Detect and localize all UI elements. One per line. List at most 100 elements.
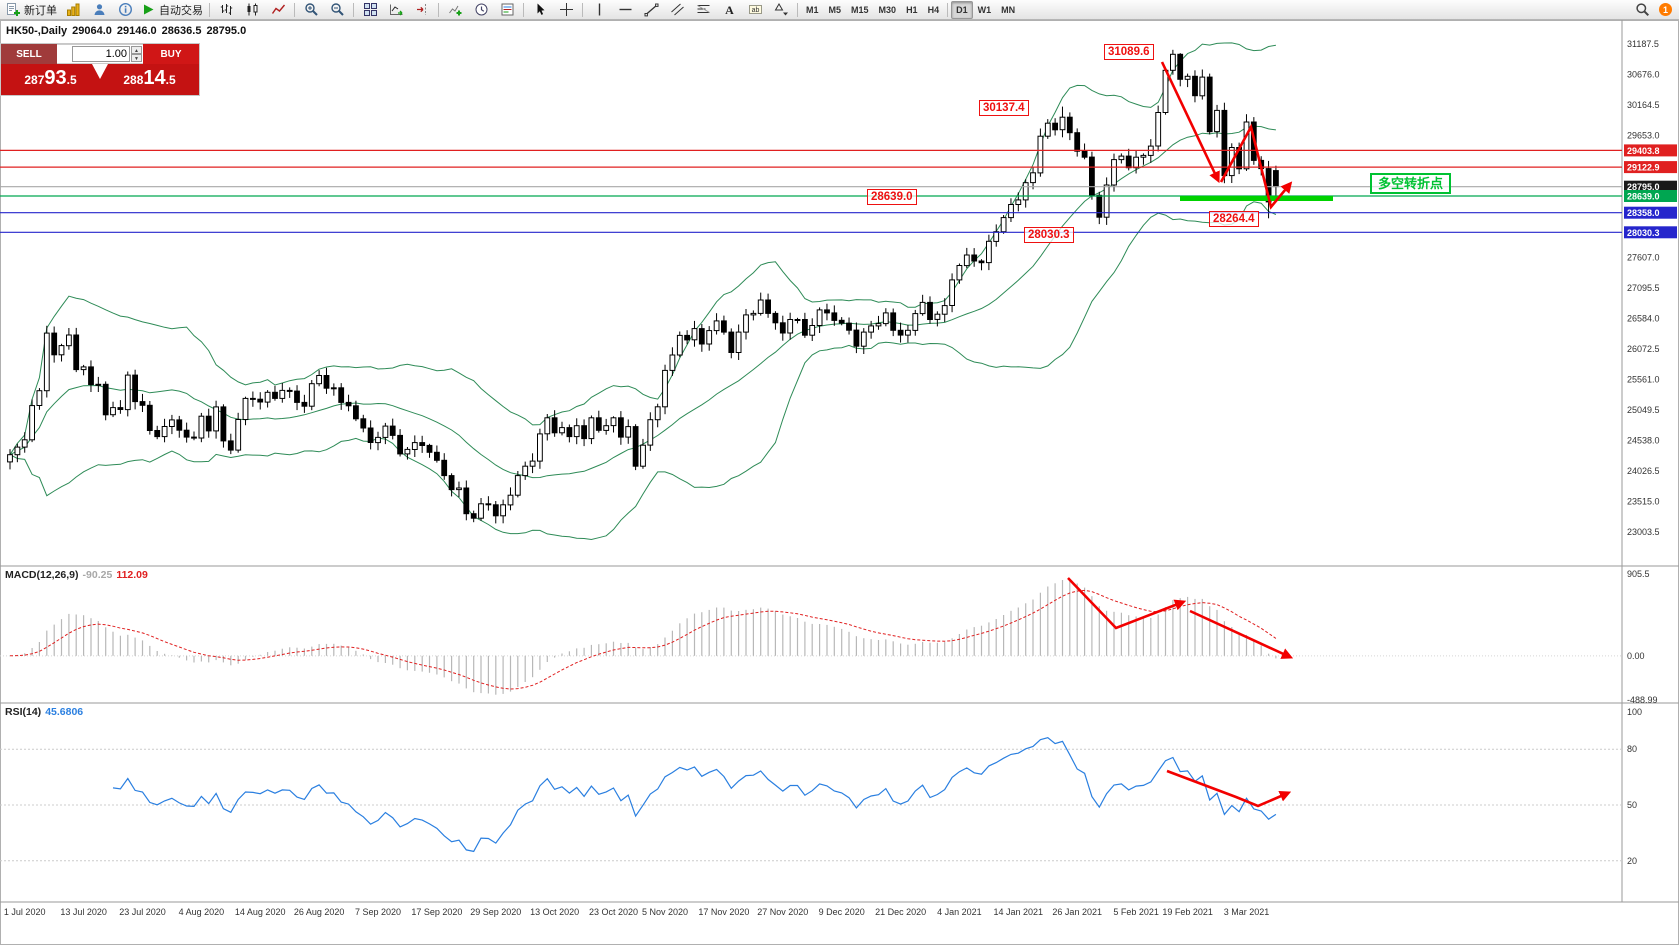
chart-window-frame — [0, 20, 1679, 945]
search-button[interactable] — [1629, 0, 1655, 20]
date-label: 26 Jan 2021 — [1052, 907, 1102, 917]
templates-icon — [500, 2, 515, 17]
fibonacci-button[interactable] — [690, 0, 716, 20]
new-order-icon — [6, 2, 21, 17]
timeframe-m30-button[interactable]: M30 — [878, 4, 897, 15]
bar-chart-icon — [219, 2, 234, 17]
macd-main-value: -90.25 — [82, 569, 113, 581]
timeframe-d1-button[interactable]: D1 — [951, 0, 973, 19]
price-scale-label: 24538.0 — [1627, 436, 1660, 446]
timeframe-m5-button[interactable]: M5 — [828, 4, 842, 15]
zoom-in-button[interactable] — [298, 0, 324, 20]
rsi-scale-label: 100 — [1627, 707, 1642, 717]
toolbar-separator — [947, 2, 949, 17]
price-scale-label: 26072.5 — [1627, 344, 1660, 354]
trendline-button[interactable] — [638, 0, 664, 20]
zoom-out-button[interactable] — [324, 0, 350, 20]
svg-text:29403.8: 29403.8 — [1627, 146, 1660, 156]
date-label: 13 Oct 2020 — [530, 907, 579, 917]
rsi-line — [112, 737, 1277, 853]
timeframe-m15-button[interactable]: M15 — [851, 4, 869, 15]
price-badge — [1624, 180, 1677, 193]
sell-price-big: 93 — [44, 67, 67, 89]
date-label: 26 Aug 2020 — [294, 907, 345, 917]
timeframe-h1-button[interactable]: H1 — [906, 4, 918, 15]
text-button[interactable]: A — [716, 0, 742, 20]
bar-chart-button[interactable] — [213, 0, 239, 20]
buy-price-prefix: 288 — [123, 73, 144, 87]
volume-up-button[interactable]: ▲ — [131, 46, 142, 54]
buy-price[interactable]: 288 14.5 — [100, 64, 199, 95]
date-label: 3 Mar 2021 — [1224, 907, 1270, 917]
shapes-icon — [774, 2, 789, 17]
volume-field: ▲ ▼ — [57, 44, 143, 64]
community-button[interactable] — [112, 0, 138, 20]
timeframe-m1-button[interactable]: M1 — [806, 4, 819, 15]
autotrading-icon — [141, 2, 156, 17]
volume-input[interactable] — [72, 46, 130, 62]
price-scale-label: 30676.0 — [1627, 70, 1660, 80]
trend-arrow — [1067, 577, 1187, 630]
toolbar-separator — [209, 2, 210, 17]
timeframe-mn-button[interactable]: MN — [1001, 4, 1016, 15]
line-chart-icon — [271, 2, 286, 17]
tile-windows-icon — [363, 2, 378, 17]
new-order-button[interactable]: 新订单 — [3, 0, 60, 20]
toolbar-separator — [353, 2, 354, 17]
date-label: 14 Jan 2021 — [994, 907, 1044, 917]
tick-chart-button[interactable] — [60, 0, 86, 20]
macd-indicator-label: MACD(12,26,9) -90.25 112.09 — [5, 569, 148, 581]
sell-price[interactable]: 287 93.5 — [1, 64, 100, 95]
market-watch-button[interactable] — [86, 0, 112, 20]
price-scale-label: 31187.5 — [1627, 39, 1659, 49]
trend-arrow — [1189, 609, 1294, 659]
rsi-scale-label: 20 — [1627, 856, 1637, 866]
candlestick-series[interactable] — [7, 49, 1279, 524]
periods-button[interactable] — [468, 0, 494, 20]
tile-windows-button[interactable] — [357, 0, 383, 20]
cursor-button[interactable] — [527, 0, 553, 20]
symbol-label: HK50-,Daily — [6, 25, 68, 37]
price-annotation-box: 31089.6 — [1104, 44, 1154, 60]
notification-badge[interactable]: 1 — [1659, 3, 1672, 16]
channel-button[interactable] — [664, 0, 690, 20]
crosshair-button[interactable] — [553, 0, 579, 20]
line-chart-button[interactable] — [265, 0, 291, 20]
trend-arrow — [1219, 123, 1293, 210]
candlestick-chart-button[interactable] — [239, 0, 265, 20]
buy-price-tail: .5 — [165, 73, 176, 87]
horizontal-line-button[interactable] — [612, 0, 638, 20]
volume-down-button[interactable]: ▼ — [131, 54, 142, 62]
macd-scale-label: -488.99 — [1627, 695, 1658, 705]
templates-button[interactable] — [494, 0, 520, 20]
date-label: 7 Sep 2020 — [355, 907, 401, 917]
date-label: 5 Nov 2020 — [642, 907, 688, 917]
chart-shift-icon — [415, 2, 430, 17]
date-label: 29 Sep 2020 — [470, 907, 521, 917]
tick-chart-icon — [66, 2, 81, 17]
timeframe-w1-button[interactable]: W1 — [977, 4, 992, 15]
toolbar-separator — [438, 2, 439, 17]
indicators-button[interactable] — [442, 0, 468, 20]
price-scale-label: 23515.0 — [1627, 497, 1660, 507]
autotrading-button[interactable]: 自动交易 — [138, 0, 206, 20]
timeframe-h4-button[interactable]: H4 — [927, 4, 940, 15]
toolbar-separator — [294, 2, 295, 17]
date-label: 17 Sep 2020 — [411, 907, 462, 917]
sell-price-prefix: 287 — [24, 73, 45, 87]
vertical-line-button[interactable] — [586, 0, 612, 20]
price-badge — [1624, 226, 1677, 239]
chart-shift-button[interactable] — [409, 0, 435, 20]
price-annotation-box: 28030.3 — [1024, 227, 1074, 243]
rsi-scale-label: 80 — [1627, 744, 1637, 754]
indicators-icon — [448, 2, 463, 17]
crosshair-icon — [559, 2, 574, 17]
label-button[interactable]: ab — [742, 0, 768, 20]
buy-button[interactable]: BUY — [143, 44, 199, 64]
shapes-button[interactable] — [768, 0, 794, 20]
auto-scroll-button[interactable] — [383, 0, 409, 20]
sell-button[interactable]: SELL — [1, 44, 57, 64]
date-label: 4 Aug 2020 — [179, 907, 225, 917]
